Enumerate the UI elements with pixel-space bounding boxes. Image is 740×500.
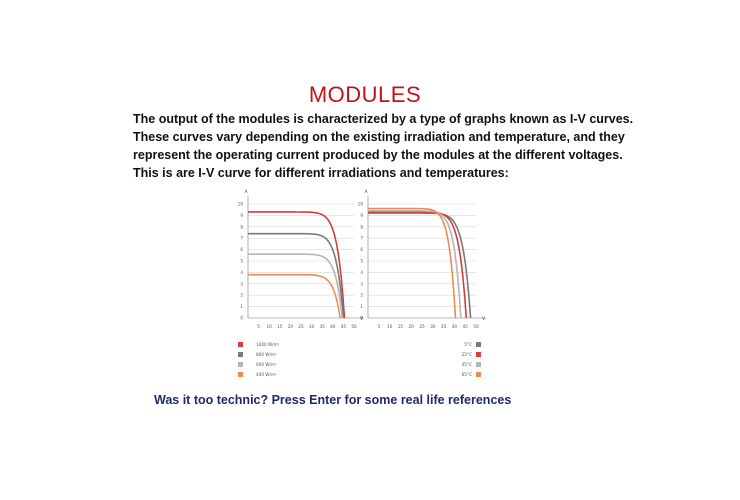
legend-label: 400 W/m² [256, 372, 277, 377]
y-tick-label: 1 [240, 304, 243, 309]
x-tick-label: 50 [473, 324, 479, 329]
y-tick-label: 2 [240, 293, 243, 298]
x-tick-label: 20 [409, 324, 415, 329]
legend-swatch [238, 362, 243, 367]
legend-swatch [238, 352, 243, 357]
legend-swatch [476, 352, 481, 357]
x-tick-label: 25 [298, 324, 304, 329]
y-tick-label: 8 [240, 224, 243, 229]
y-tick-label: 10 [238, 202, 244, 207]
x-tick-label: 5 [377, 324, 380, 329]
intro-text: The output of the modules is characteriz… [133, 110, 633, 182]
x-tick-label: 20 [288, 324, 294, 329]
y-tick-label: 5 [240, 259, 243, 264]
y-tick-label: 3 [360, 281, 363, 286]
x-tick-label: 35 [320, 324, 326, 329]
x-tick-label: 40 [330, 324, 336, 329]
x-tick-label: 10 [267, 324, 273, 329]
intro-line: represent the operating current produced… [133, 148, 623, 162]
legend-label: 600 W/m² [256, 362, 277, 367]
y-tick-label: 6 [240, 247, 243, 252]
series-line [368, 210, 462, 319]
x-axis-label: V [360, 316, 364, 322]
x-tick-label: 45 [341, 324, 347, 329]
x-tick-label: 25 [419, 324, 425, 329]
legend-swatch [476, 372, 481, 377]
y-tick-label: 0 [360, 316, 363, 321]
x-tick-label: 40 [452, 324, 458, 329]
legend-label: 45°C [462, 362, 472, 367]
x-tick-label: 10 [387, 324, 393, 329]
series-line [368, 212, 472, 319]
y-tick-label: 3 [240, 281, 243, 286]
intro-line: This is are I-V curve for different irra… [133, 166, 509, 180]
y-tick-label: 6 [360, 247, 363, 252]
y-tick-label: 2 [360, 293, 363, 298]
series-line [368, 211, 468, 319]
y-tick-label: 10 [358, 202, 364, 207]
continue-prompt: Was it too technic? Press Enter for some… [154, 393, 512, 407]
x-tick-label: 50 [351, 324, 357, 329]
series-line [248, 273, 342, 319]
x-tick-label: 30 [430, 324, 436, 329]
series-line [248, 211, 346, 319]
y-axis-label: A [364, 189, 368, 195]
legend-label: 25°C [462, 352, 472, 357]
x-tick-label: 45 [463, 324, 469, 329]
y-tick-label: 5 [360, 259, 363, 264]
page-title: MODULES [308, 82, 422, 107]
intro-line: The output of the modules is characteriz… [133, 112, 634, 126]
intro-line: These curves vary depending on the exist… [133, 130, 625, 144]
y-tick-label: 9 [360, 213, 363, 218]
series-line [248, 232, 345, 319]
legend-swatch [476, 342, 481, 347]
y-tick-label: 7 [360, 236, 363, 241]
legend-swatch [238, 342, 243, 347]
y-tick-label: 7 [240, 236, 243, 241]
x-tick-label: 5 [257, 324, 260, 329]
legend-swatch [238, 372, 243, 377]
y-tick-label: 1 [360, 304, 363, 309]
x-tick-label: 15 [398, 324, 404, 329]
series-line [248, 253, 344, 319]
series-line [368, 207, 457, 319]
legend-label: 5°C [464, 342, 472, 347]
x-tick-label: 30 [309, 324, 315, 329]
y-tick-label: 4 [360, 270, 363, 275]
legend-label: 1000 W/m² [256, 342, 280, 347]
x-tick-label: 15 [277, 324, 283, 329]
y-tick-label: 9 [240, 213, 243, 218]
y-tick-label: 8 [360, 224, 363, 229]
x-axis-label: V [482, 316, 486, 322]
y-axis-label: A [244, 189, 248, 195]
y-tick-label: 0 [240, 316, 243, 321]
legend-swatch [476, 362, 481, 367]
x-tick-label: 35 [441, 324, 447, 329]
y-tick-label: 4 [240, 270, 243, 275]
legend-label: 800 W/m² [256, 352, 277, 357]
legend-label: 65°C [462, 372, 472, 377]
